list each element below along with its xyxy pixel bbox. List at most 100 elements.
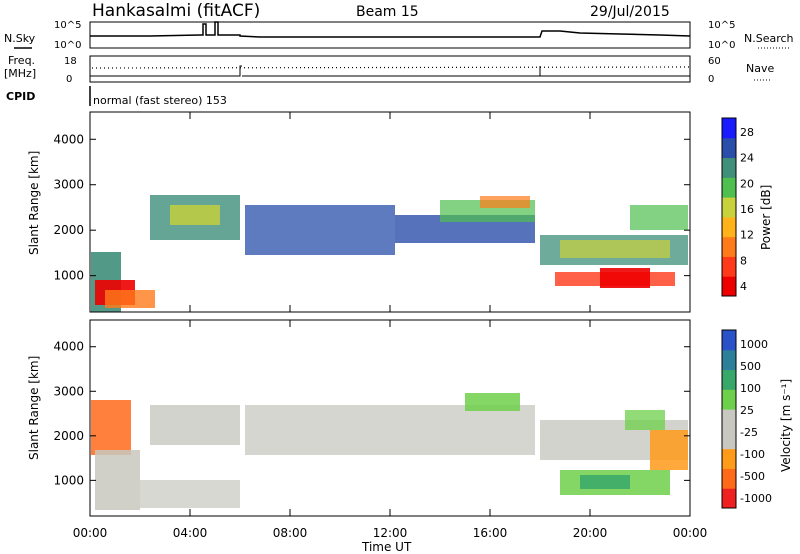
- velocity-ytick-label: 3000: [53, 384, 84, 398]
- power-colorbar-tick: 8: [740, 254, 747, 267]
- velocity-colorbar-segment: [722, 349, 736, 371]
- power-ytick-label: 2000: [53, 223, 84, 237]
- velocity-patch: [245, 405, 535, 455]
- time-tick-label: 04:00: [173, 526, 208, 540]
- power-colorbar-segment: [722, 256, 736, 277]
- power-x-axis: [89, 112, 691, 312]
- noise-tick-left-bottom: 10^0: [54, 40, 81, 51]
- velocity-colorbar: 1000 500 100 25 -25 -100 -500 -1000 Velocity [m…: [721, 329, 793, 509]
- power-colorbar-segment: [722, 197, 736, 218]
- velocity-colorbar-tick: 500: [740, 360, 761, 373]
- velocity-ytick-label: 1000: [53, 473, 84, 487]
- power-panel: Slant Range [km] 1000 2000 3000 4000 28 24 20…: [27, 111, 773, 313]
- time-tick-label: 16:00: [473, 526, 508, 540]
- time-tick-label: 00:00: [673, 526, 708, 540]
- velocity-patch: [150, 405, 240, 445]
- power-colorbar-tick: 16: [740, 203, 754, 216]
- power-colorbar-tick: 20: [740, 177, 754, 190]
- time-tick-label: 00:00: [73, 526, 108, 540]
- power-colorbar-tick: 12: [740, 229, 754, 242]
- velocity-colorbar-segment: [722, 409, 736, 430]
- power-patch: [560, 240, 670, 258]
- nave-tick-top: 60: [708, 56, 721, 67]
- freq-label: Freq.: [8, 54, 35, 67]
- time-tick-label: 08:00: [273, 526, 308, 540]
- velocity-field: [91, 393, 688, 510]
- noise-panel: N.Sky 10^5 10^0 10^5 10^0 N.Search: [4, 20, 794, 51]
- power-patch: [105, 290, 155, 308]
- velocity-patch: [91, 400, 131, 455]
- velocity-y-axis: 1000 2000 3000 4000: [53, 340, 690, 487]
- noise-tick-right-bottom: 10^0: [708, 40, 735, 51]
- power-colorbar-segment: [722, 157, 736, 178]
- velocity-colorbar-tick: -100: [740, 448, 765, 461]
- velocity-ytick-label: 4000: [53, 340, 84, 354]
- power-colorbar-segment: [722, 118, 736, 139]
- power-colorbar-segment: [722, 236, 736, 257]
- power-ytick-label: 1000: [53, 269, 84, 283]
- velocity-patch: [625, 410, 665, 430]
- beam-title: Beam 15: [356, 4, 419, 20]
- freq-trace: [90, 65, 690, 77]
- cpid-label: CPID: [6, 90, 35, 103]
- velocity-ylabel: Slant Range [km]: [27, 356, 41, 460]
- power-patch: [245, 205, 395, 255]
- nsky-trace: [90, 21, 691, 38]
- power-colorbar-segment: [722, 177, 736, 198]
- velocity-patch: [465, 393, 520, 411]
- freq-unit-label: [MHz]: [4, 67, 36, 80]
- power-field: [91, 195, 688, 312]
- velocity-colorbar-segment: [722, 330, 736, 351]
- freq-panel: Freq. [MHz] 18 0 60 0 Nave: [4, 54, 774, 85]
- velocity-ytick-label: 2000: [53, 429, 84, 443]
- time-tick-label: 20:00: [573, 526, 608, 540]
- station-title: Hankasalmi (fitACF): [92, 1, 260, 21]
- velocity-patch: [140, 480, 240, 508]
- power-patch: [480, 196, 530, 208]
- time-axis-label: Time UT: [361, 540, 412, 554]
- velocity-colorbar-tick: 25: [740, 404, 754, 417]
- power-colorbar-tick: 24: [740, 152, 754, 165]
- power-colorbar-tick: 28: [740, 126, 754, 139]
- power-colorbar-segment: [722, 276, 736, 297]
- power-y-axis: 1000 2000 3000 4000: [53, 132, 690, 283]
- nsky-label: N.Sky: [4, 32, 36, 45]
- power-patch: [600, 268, 650, 288]
- velocity-colorbar-frame: [721, 329, 737, 509]
- noise-tick-left-top: 10^5: [54, 20, 81, 31]
- power-colorbar-segment: [722, 216, 736, 238]
- power-patch: [170, 205, 220, 225]
- velocity-colorbar-segment: [722, 369, 736, 390]
- velocity-colorbar-label: Velocity [m s⁻¹]: [779, 379, 793, 472]
- velocity-colorbar-segment: [722, 488, 736, 509]
- power-colorbar-segment: [722, 137, 736, 159]
- velocity-colorbar-segment: [722, 389, 736, 410]
- velocity-patch: [95, 450, 140, 510]
- velocity-colorbar-segment: [722, 428, 736, 450]
- velocity-colorbar-tick: 1000: [740, 338, 768, 351]
- power-colorbar-tick: 4: [740, 280, 747, 293]
- velocity-x-axis: 00:00 04:00 08:00 12:00 16:00 20:00 00:00: [73, 320, 708, 540]
- power-patch: [630, 205, 688, 230]
- velocity-colorbar-tick: -500: [740, 470, 765, 483]
- nave-trace: [91, 66, 691, 69]
- date-title: 29/Jul/2015: [590, 4, 670, 20]
- power-colorbar-label: Power [dB]: [759, 185, 773, 250]
- nave-label: Nave: [746, 62, 774, 75]
- nsearch-label: N.Search: [744, 32, 794, 45]
- velocity-colorbar-tick: -1000: [740, 492, 772, 505]
- velocity-patch: [580, 475, 630, 489]
- power-colorbar: 28 24 20 16 12 8 4 Power [dB]: [721, 117, 773, 297]
- time-tick-label: 12:00: [373, 526, 408, 540]
- cpid-text: normal (fast stereo) 153: [93, 94, 227, 107]
- power-ytick-label: 3000: [53, 178, 84, 192]
- power-colorbar-frame: [721, 117, 737, 297]
- power-ylabel: Slant Range [km]: [27, 151, 41, 255]
- power-ytick-label: 4000: [53, 132, 84, 146]
- velocity-patch: [650, 430, 688, 470]
- velocity-colorbar-segment: [722, 448, 736, 469]
- freq-tick-top: 18: [64, 56, 77, 67]
- nave-tick-bottom: 0: [708, 74, 714, 85]
